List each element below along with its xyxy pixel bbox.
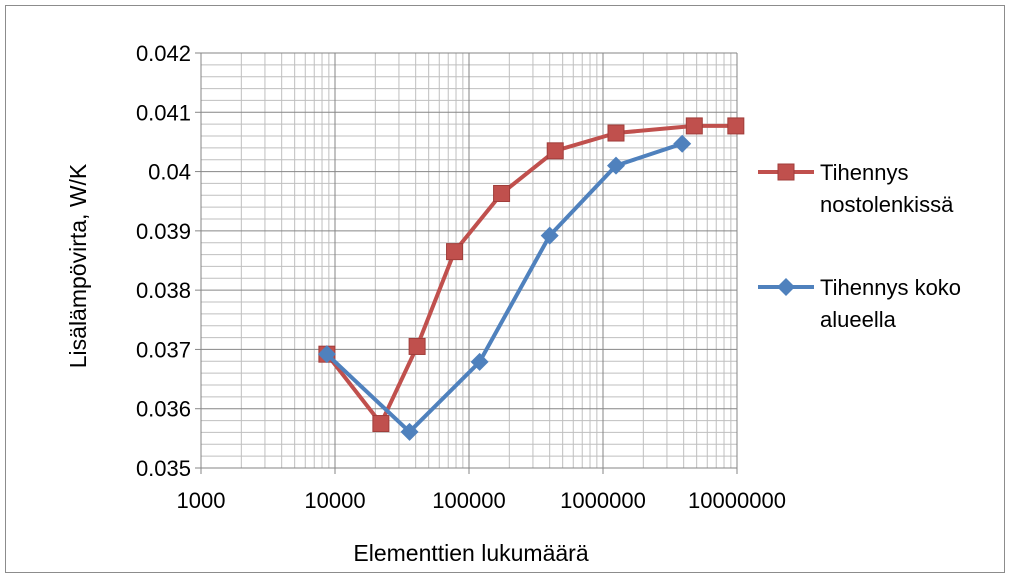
y-tick-label: 0.04 [148, 160, 191, 185]
data-point [493, 185, 511, 203]
x-axis-title: Elementtien lukumäärä [353, 540, 588, 566]
series-line [325, 141, 683, 434]
x-tick-label: 10000000 [688, 488, 786, 513]
legend-label: Tihennys koko [820, 275, 961, 300]
data-point [673, 134, 692, 153]
data-point [685, 117, 703, 135]
data-point [372, 415, 390, 433]
data-point [470, 352, 489, 371]
series-layer [317, 117, 745, 441]
series-1 [318, 117, 745, 433]
legend-marker [777, 163, 795, 181]
x-tick-label: 100000 [432, 488, 505, 513]
x-tick-label: 10000 [304, 488, 365, 513]
chart-frame: 1000 10000 100000 1000000 10000000 0.035 0.036… [5, 5, 1005, 573]
legend-label: nostolenkissä [820, 192, 954, 217]
series-line [325, 123, 736, 426]
y-tick-label: 0.038 [136, 278, 191, 303]
data-point [606, 156, 625, 175]
data-point [408, 337, 426, 355]
data-point [400, 422, 419, 441]
data-point [727, 117, 745, 135]
y-tick-label: 0.039 [136, 219, 191, 244]
axes [195, 52, 738, 474]
y-tick-label: 0.037 [136, 337, 191, 362]
y-axis-title: Lisälämpövirta, W/K [65, 163, 91, 368]
data-point [540, 226, 559, 245]
y-tick-label: 0.041 [136, 100, 191, 125]
y-tick-label: 0.036 [136, 397, 191, 422]
chart-svg: 1000 10000 100000 1000000 10000000 0.035 0.036… [65, 41, 961, 566]
legend-marker [777, 278, 795, 296]
data-point [546, 142, 564, 160]
legend-item-1: Tihennys nostolenkissä [758, 160, 954, 217]
legend: Tihennys nostolenkissä Tihennys koko alueel… [758, 160, 961, 332]
legend-label: Tihennys [820, 160, 908, 185]
x-tick-label: 1000 [177, 488, 226, 513]
series-2 [317, 134, 692, 441]
data-point [446, 243, 464, 261]
legend-item-2: Tihennys koko alueella [758, 275, 961, 332]
data-point [317, 345, 336, 364]
y-tick-label: 0.035 [136, 456, 191, 481]
y-tick-label: 0.042 [136, 41, 191, 66]
tick-labels: 1000 10000 100000 1000000 10000000 0.035 0.036… [136, 41, 786, 513]
data-point [607, 124, 625, 142]
legend-label: alueella [820, 307, 897, 332]
x-tick-label: 1000000 [560, 488, 646, 513]
